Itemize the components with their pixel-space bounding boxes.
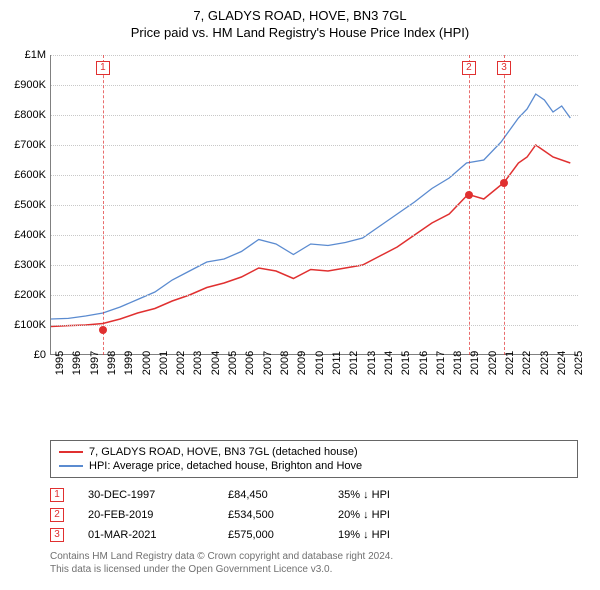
gridline	[51, 205, 578, 206]
x-axis-label: 2004	[210, 351, 222, 375]
x-axis-label: 2020	[487, 351, 499, 375]
x-axis-label: 2010	[314, 351, 326, 375]
sale-row-diff: 35% ↓ HPI	[338, 489, 438, 501]
x-axis-label: 1999	[123, 351, 135, 375]
chart-area: 123 £0£100K£200K£300K£400K£500K£600K£700…	[50, 55, 578, 400]
x-axis-label: 1998	[106, 351, 118, 375]
x-axis-label: 2006	[244, 351, 256, 375]
x-axis-label: 2011	[331, 351, 343, 375]
x-axis-label: 2017	[435, 351, 447, 375]
x-axis-label: 2000	[141, 351, 153, 375]
x-axis-label: 2003	[192, 351, 204, 375]
sale-row-date: 30-DEC-1997	[88, 489, 228, 501]
sale-row-diff: 19% ↓ HPI	[338, 529, 438, 541]
footer-attribution: Contains HM Land Registry data © Crown c…	[50, 550, 393, 576]
x-axis-label: 2024	[556, 351, 568, 375]
sale-marker-box: 2	[462, 61, 476, 75]
sale-row-diff: 20% ↓ HPI	[338, 509, 438, 521]
x-axis-label: 2016	[418, 351, 430, 375]
x-axis-label: 2023	[539, 351, 551, 375]
x-axis-label: 2014	[383, 351, 395, 375]
title-address: 7, GLADYS ROAD, HOVE, BN3 7GL	[0, 8, 600, 23]
x-axis-label: 2002	[175, 351, 187, 375]
sale-row: 3 01-MAR-2021£575,00019% ↓ HPI	[50, 525, 438, 545]
sale-row-price: £575,000	[228, 529, 338, 541]
sale-row-price: £534,500	[228, 509, 338, 521]
x-axis-label: 2009	[296, 351, 308, 375]
footer-line2: This data is licensed under the Open Gov…	[50, 563, 393, 576]
legend-item-property: 7, GLADYS ROAD, HOVE, BN3 7GL (detached …	[59, 445, 569, 459]
gridline	[51, 235, 578, 236]
sale-marker-line	[469, 55, 470, 355]
sale-row-price: £84,450	[228, 489, 338, 501]
gridline	[51, 295, 578, 296]
sale-marker-dot	[465, 191, 473, 199]
gridline	[51, 175, 578, 176]
sale-row-marker: 1	[50, 488, 64, 502]
gridline	[51, 265, 578, 266]
title-subtitle: Price paid vs. HM Land Registry's House …	[0, 25, 600, 40]
sale-row-date: 20-FEB-2019	[88, 509, 228, 521]
legend-item-hpi: HPI: Average price, detached house, Brig…	[59, 459, 569, 473]
legend-swatch-property	[59, 451, 83, 453]
sale-row: 1 30-DEC-1997£84,45035% ↓ HPI	[50, 485, 438, 505]
x-axis-label: 2018	[452, 351, 464, 375]
y-axis-label: £800K	[14, 109, 46, 121]
x-axis-label: 1995	[54, 351, 66, 375]
sale-row: 2 20-FEB-2019£534,50020% ↓ HPI	[50, 505, 438, 525]
legend-box: 7, GLADYS ROAD, HOVE, BN3 7GL (detached …	[50, 440, 578, 478]
y-axis-label: £100K	[14, 319, 46, 331]
x-axis-label: 2025	[573, 351, 585, 375]
gridline	[51, 325, 578, 326]
gridline	[51, 85, 578, 86]
x-axis-label: 2019	[469, 351, 481, 375]
x-axis-label: 2005	[227, 351, 239, 375]
legend-label-hpi: HPI: Average price, detached house, Brig…	[89, 460, 362, 472]
y-axis-label: £300K	[14, 259, 46, 271]
y-axis-label: £700K	[14, 139, 46, 151]
sale-marker-box: 3	[497, 61, 511, 75]
sale-marker-line	[504, 55, 505, 355]
sale-row-date: 01-MAR-2021	[88, 529, 228, 541]
legend-swatch-hpi	[59, 465, 83, 467]
y-axis-label: £200K	[14, 289, 46, 301]
title-block: 7, GLADYS ROAD, HOVE, BN3 7GL Price paid…	[0, 0, 600, 40]
y-axis-label: £400K	[14, 229, 46, 241]
legend-label-property: 7, GLADYS ROAD, HOVE, BN3 7GL (detached …	[89, 446, 358, 458]
x-axis-label: 1997	[89, 351, 101, 375]
x-axis-label: 2012	[348, 351, 360, 375]
y-axis-label: £0	[34, 349, 46, 361]
y-axis-label: £600K	[14, 169, 46, 181]
x-axis-label: 2021	[504, 351, 516, 375]
x-axis-label: 2008	[279, 351, 291, 375]
sale-marker-dot	[500, 179, 508, 187]
y-axis-label: £1M	[25, 49, 46, 61]
sale-row-marker: 2	[50, 508, 64, 522]
sale-marker-line	[103, 55, 104, 355]
sales-table: 1 30-DEC-1997£84,45035% ↓ HPI 2 20-FEB-2019…	[50, 485, 438, 545]
x-axis-label: 2022	[521, 351, 533, 375]
chart-container: 7, GLADYS ROAD, HOVE, BN3 7GL Price paid…	[0, 0, 600, 590]
y-axis-label: £900K	[14, 79, 46, 91]
x-axis-label: 2001	[158, 351, 170, 375]
plot-region: 1 2 3	[50, 55, 578, 355]
sale-marker-box: 1	[96, 61, 110, 75]
series-hpi	[51, 94, 570, 319]
gridline	[51, 145, 578, 146]
sale-row-marker: 3	[50, 528, 64, 542]
x-axis-label: 1996	[71, 351, 83, 375]
y-axis-label: £500K	[14, 199, 46, 211]
x-axis-label: 2015	[400, 351, 412, 375]
gridline	[51, 55, 578, 56]
x-axis-label: 2013	[366, 351, 378, 375]
x-axis-label: 2007	[262, 351, 274, 375]
sale-marker-dot	[99, 326, 107, 334]
footer-line1: Contains HM Land Registry data © Crown c…	[50, 550, 393, 563]
gridline	[51, 115, 578, 116]
